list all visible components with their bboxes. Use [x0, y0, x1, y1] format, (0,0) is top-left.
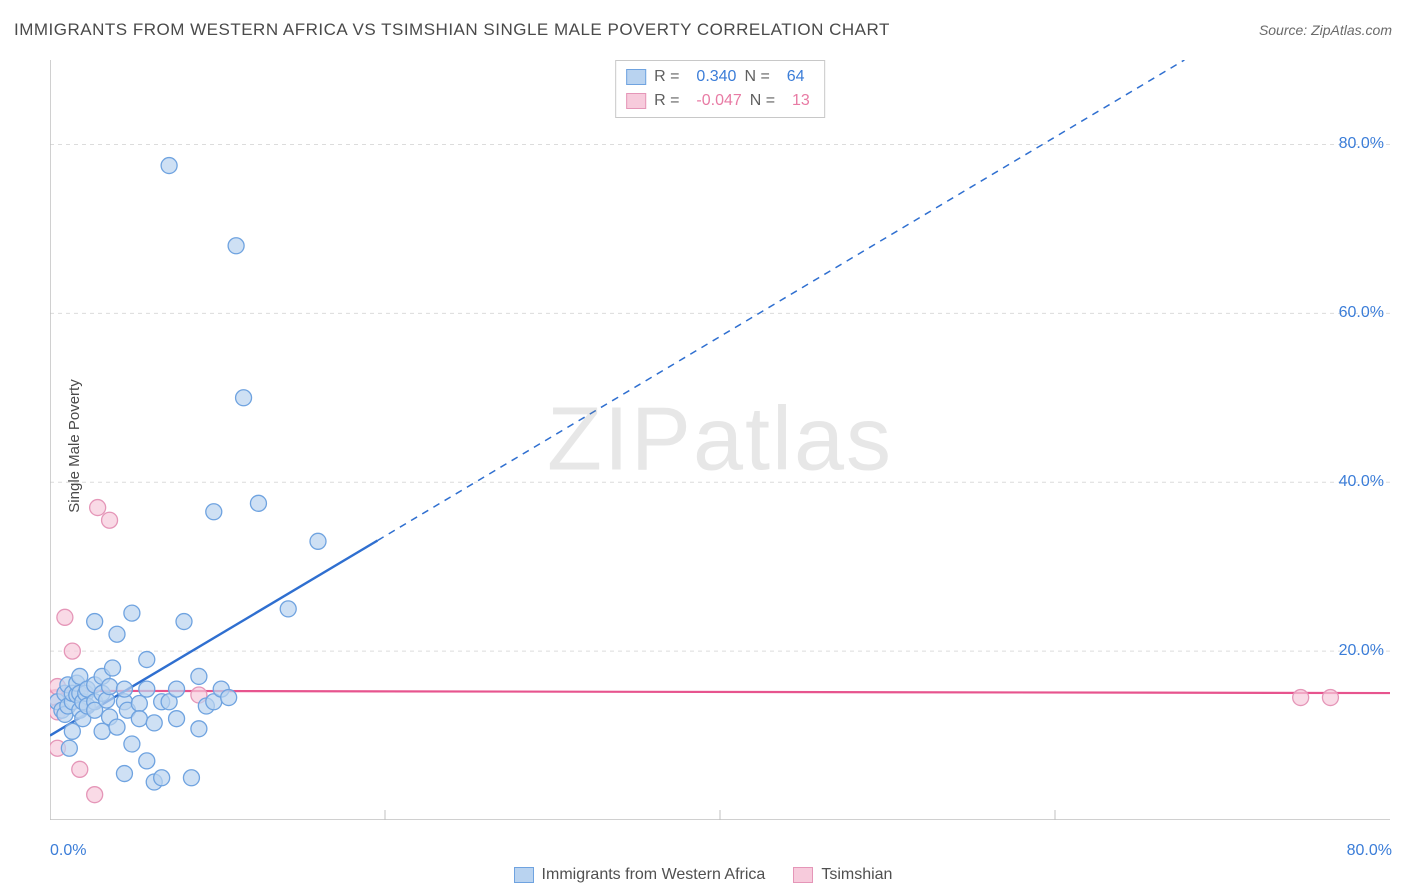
- y-axis-tick: 80.0%: [1339, 135, 1384, 153]
- chart-title: IMMIGRANTS FROM WESTERN AFRICA VS TSIMSH…: [14, 20, 890, 40]
- stats-row: R = -0.047 N = 13: [626, 89, 810, 113]
- source-attribution: Source: ZipAtlas.com: [1259, 22, 1392, 38]
- y-axis-tick: 20.0%: [1339, 642, 1384, 660]
- legend-item: Immigrants from Western Africa: [514, 866, 766, 884]
- series-swatch: [514, 867, 534, 883]
- legend-label: Tsimshian: [821, 866, 892, 884]
- series-legend: Immigrants from Western Africa Tsimshian: [0, 866, 1406, 884]
- stats-row: R = 0.340 N = 64: [626, 65, 810, 89]
- x-axis-tick-max: 80.0%: [1347, 842, 1392, 860]
- y-axis-tick: 60.0%: [1339, 304, 1384, 322]
- series-swatch: [626, 69, 646, 85]
- x-axis-tick-min: 0.0%: [50, 842, 86, 860]
- legend-label: Immigrants from Western Africa: [542, 866, 766, 884]
- correlation-chart: [50, 60, 1390, 820]
- legend-item: Tsimshian: [793, 866, 892, 884]
- series-swatch: [626, 93, 646, 109]
- stats-legend: R = 0.340 N = 64R = -0.047 N = 13: [615, 60, 825, 118]
- y-axis-tick: 40.0%: [1339, 473, 1384, 491]
- plot-area: ZIPatlas R = 0.340 N = 64R = -0.047 N = …: [50, 60, 1390, 820]
- series-swatch: [793, 867, 813, 883]
